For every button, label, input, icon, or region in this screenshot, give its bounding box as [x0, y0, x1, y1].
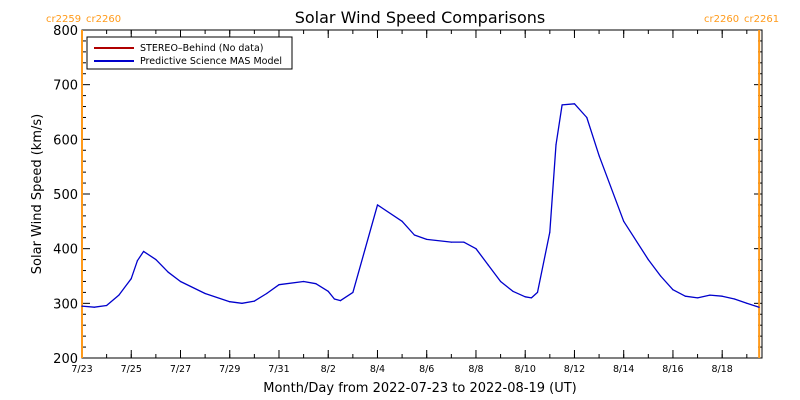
legend-box	[86, 36, 293, 70]
data-point	[586, 116, 588, 119]
y-tick-label: 500	[53, 188, 78, 203]
data-point	[536, 291, 539, 293]
data-point	[487, 264, 489, 266]
data-point	[500, 280, 502, 283]
data-point	[598, 155, 600, 157]
x-tick-label: 8/16	[662, 364, 683, 375]
x-tick-label: 7/25	[121, 364, 142, 375]
carrington-markers	[81, 30, 761, 358]
data-point	[746, 302, 748, 304]
x-tick-label: 7/29	[219, 364, 240, 375]
data-point	[315, 283, 317, 285]
y-tick-label: 600	[53, 133, 78, 148]
data-point	[684, 295, 686, 297]
carrington-label-left-a: cr2259	[46, 14, 81, 25]
data-point	[709, 294, 711, 296]
data-point	[561, 104, 563, 106]
carrington-label-left-b: cr2260	[86, 14, 121, 25]
series-line	[81, 103, 760, 308]
x-tick-label: 7/23	[71, 364, 92, 375]
data-point	[241, 302, 243, 304]
data-point	[364, 248, 366, 250]
data-point	[167, 271, 169, 273]
legend-label-stereo: STEREO–Behind (No data)	[140, 43, 264, 54]
data-point	[401, 220, 403, 222]
y-tick-label: 300	[53, 297, 78, 312]
data-point	[573, 103, 576, 105]
data-point	[647, 259, 649, 261]
data-point	[155, 259, 157, 261]
data-point	[524, 296, 526, 298]
x-axis-label: Month/Day from 2022-07-23 to 2022-08-19 …	[263, 381, 576, 396]
y-tick-label: 200	[53, 352, 78, 367]
data-point	[672, 289, 674, 291]
x-tick-label: 8/2	[321, 364, 336, 375]
data-point	[179, 280, 182, 283]
data-point	[623, 220, 625, 222]
data-point	[549, 231, 551, 233]
x-tick-label: 8/18	[712, 364, 733, 375]
x-tick-label: 8/6	[419, 364, 434, 375]
x-tick-label: 8/4	[370, 364, 385, 375]
data-point	[81, 305, 83, 307]
x-tick-label: 7/31	[268, 364, 289, 375]
data-point	[339, 300, 342, 302]
y-tick-label: 400	[53, 243, 78, 258]
legend-label-mas: Predictive Science MAS Model	[140, 56, 282, 67]
plot-frame	[81, 29, 763, 359]
data-point	[512, 290, 514, 292]
data-point	[660, 275, 662, 277]
data-point	[93, 306, 95, 308]
y-tick-label: 700	[53, 79, 78, 94]
data-point	[118, 294, 120, 296]
y-tick-label: 800	[53, 24, 78, 39]
data-point	[530, 297, 533, 299]
data-point	[555, 144, 557, 146]
data-point	[413, 234, 415, 236]
data-point	[229, 301, 231, 303]
carrington-label-right-a: cr2260	[704, 14, 739, 25]
x-tick-label: 8/10	[515, 364, 536, 375]
data-point	[475, 248, 477, 250]
data-point	[376, 204, 379, 206]
data-point	[130, 278, 132, 280]
y-axis: 200 300 400 500 600 700 800	[53, 24, 762, 367]
x-tick-label: 7/27	[170, 364, 191, 375]
data-point	[327, 290, 329, 292]
chart-title: Solar Wind Speed Comparisons	[295, 8, 546, 27]
carrington-label-right-b: cr2261	[744, 14, 779, 25]
data-point	[333, 298, 335, 300]
data-point	[758, 306, 760, 308]
data-point	[253, 300, 255, 302]
data-point	[697, 297, 699, 299]
data-point	[721, 295, 723, 297]
data-point	[106, 304, 108, 307]
data-point	[266, 292, 268, 295]
data-point	[426, 238, 428, 240]
x-tick-label: 8/12	[564, 364, 585, 375]
x-tick-label: 8/14	[613, 364, 634, 375]
series-layer	[81, 103, 760, 308]
data-point	[143, 250, 145, 252]
data-point	[352, 291, 354, 293]
x-axis: 7/23 7/25 7/27 7/29 7/31 8/2 8/4 8/6 8/8 8/10 8/12…	[71, 30, 748, 375]
data-point	[303, 280, 305, 283]
data-point	[136, 260, 138, 262]
data-point	[733, 298, 736, 300]
data-point	[278, 284, 280, 286]
data-point	[450, 241, 452, 243]
data-point	[463, 241, 465, 243]
legend: STEREO–Behind (No data) Predictive Scien…	[86, 36, 293, 70]
y-axis-label: Solar Wind Speed (km/s)	[30, 114, 45, 274]
data-point	[204, 292, 206, 295]
x-tick-label: 8/8	[468, 364, 483, 375]
